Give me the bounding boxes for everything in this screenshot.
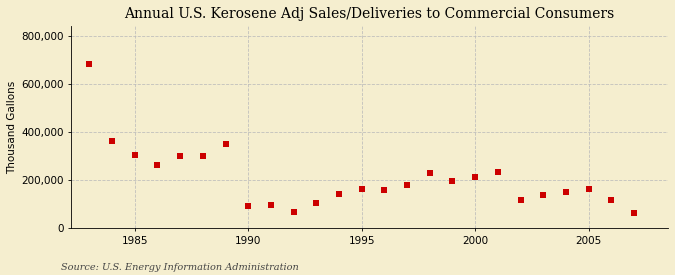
Point — [220, 142, 231, 146]
Point — [470, 174, 481, 179]
Point — [84, 61, 95, 66]
Point — [333, 191, 344, 196]
Point — [107, 138, 117, 143]
Point — [583, 187, 594, 192]
Point — [515, 197, 526, 202]
Point — [606, 198, 617, 202]
Point — [356, 186, 367, 191]
Point — [493, 170, 504, 174]
Title: Annual U.S. Kerosene Adj Sales/Deliveries to Commercial Consumers: Annual U.S. Kerosene Adj Sales/Deliverie… — [124, 7, 615, 21]
Point — [265, 203, 276, 207]
Point — [628, 211, 639, 215]
Point — [288, 209, 299, 214]
Point — [175, 154, 186, 158]
Point — [538, 192, 549, 197]
Point — [130, 153, 140, 157]
Point — [198, 154, 209, 158]
Point — [447, 178, 458, 183]
Point — [560, 190, 571, 194]
Point — [311, 200, 322, 205]
Point — [425, 171, 435, 175]
Y-axis label: Thousand Gallons: Thousand Gallons — [7, 81, 17, 174]
Text: Source: U.S. Energy Information Administration: Source: U.S. Energy Information Administ… — [61, 263, 298, 272]
Point — [402, 183, 412, 187]
Point — [152, 163, 163, 167]
Point — [379, 188, 389, 192]
Point — [243, 203, 254, 208]
